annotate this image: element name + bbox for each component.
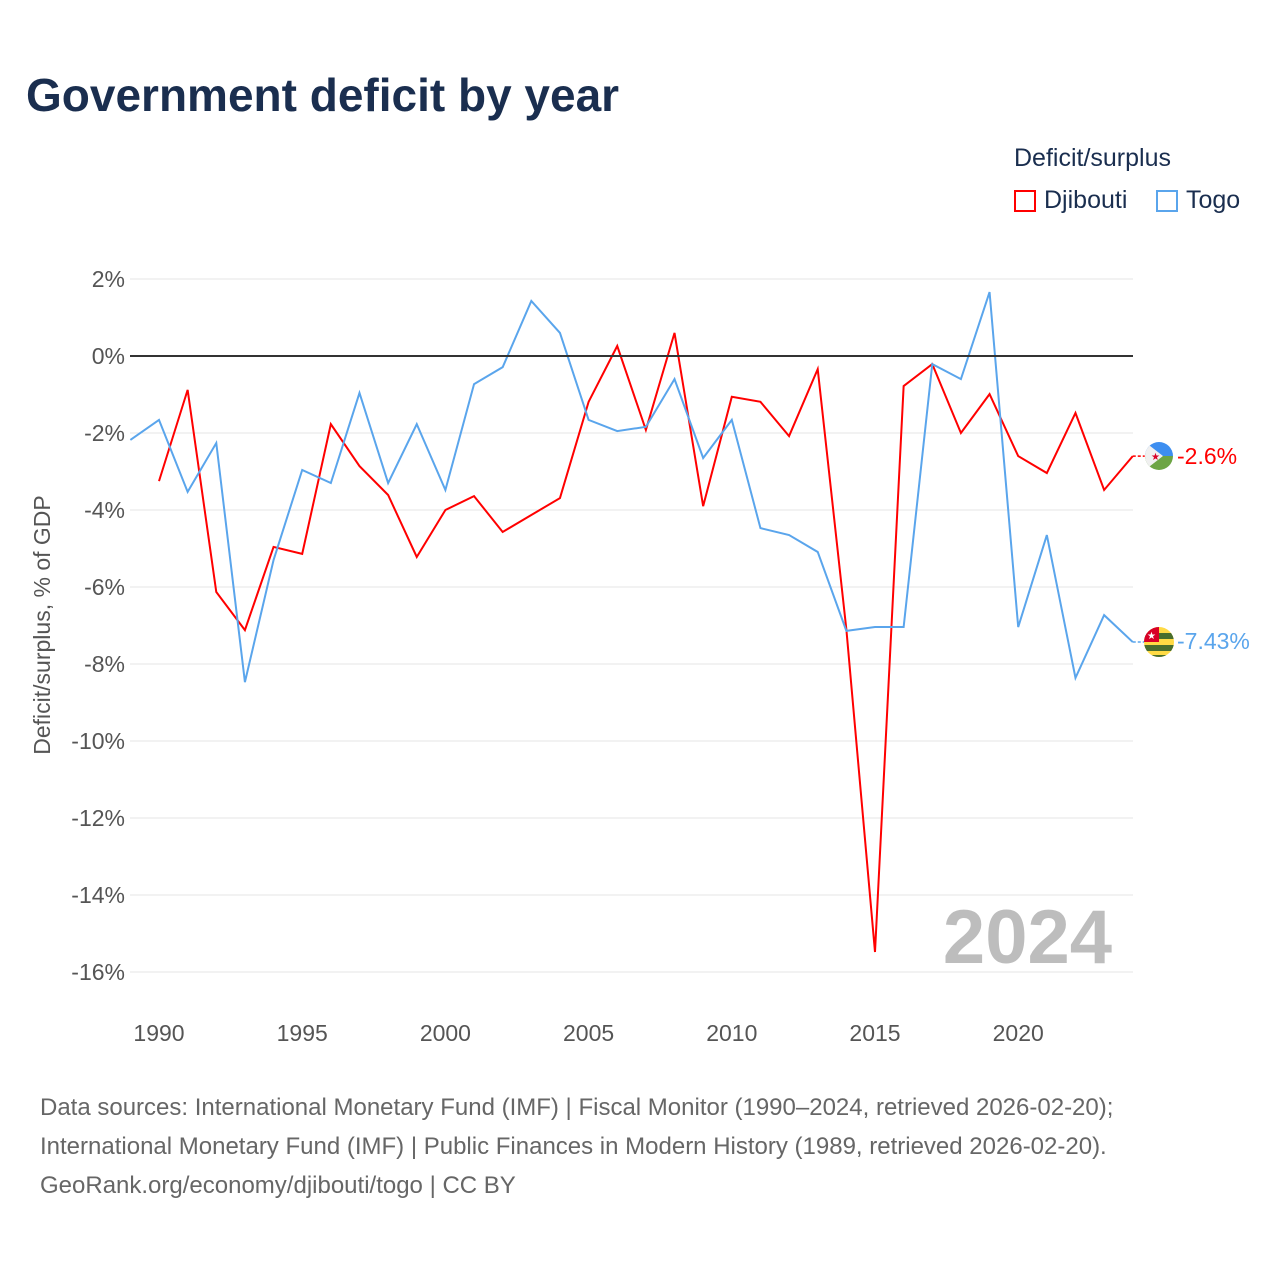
source-line: GeoRank.org/economy/djibouti/togo | CC B… (40, 1172, 516, 1199)
source-note: Data sources: International Monetary Fun… (40, 1088, 1113, 1205)
x-tick-label: 1995 (277, 1020, 328, 1046)
djibouti-flag-icon: ★ (1145, 442, 1173, 470)
y-tick-label: -14% (71, 882, 125, 908)
svg-text:★: ★ (1147, 631, 1156, 642)
x-tick-label: 2020 (993, 1020, 1044, 1046)
legend-label: Djibouti (1044, 186, 1128, 214)
y-tick-label: -6% (84, 574, 125, 600)
y-tick-label: 0% (92, 343, 125, 369)
togo-flag-icon: ★ (1144, 627, 1174, 657)
y-tick-label: -10% (71, 728, 125, 754)
svg-text:★: ★ (1151, 452, 1160, 463)
x-tick-label: 2005 (563, 1020, 614, 1046)
legend-swatch-togo (1156, 189, 1178, 212)
source-line: Data sources: International Monetary Fun… (40, 1094, 1114, 1121)
chart-title: Government deficit by year (26, 69, 620, 121)
legend-title: Deficit/surplus (1014, 144, 1171, 172)
djibouti-end-label: -2.6% (1177, 443, 1237, 469)
y-tick-label: -8% (84, 651, 125, 677)
source-line: International Monetary Fund (IMF) | Publ… (40, 1133, 1107, 1160)
x-tick-label: 1990 (133, 1020, 184, 1046)
legend-item-djibouti[interactable]: Djibouti (1014, 186, 1127, 215)
x-tick-label: 2015 (849, 1020, 900, 1046)
series-line-togo (129, 291, 1134, 683)
y-tick-label: -12% (71, 805, 125, 831)
legend-item-togo[interactable]: Togo (1156, 186, 1240, 215)
y-tick-label: -4% (84, 497, 125, 523)
x-tick-label: 2000 (420, 1020, 471, 1046)
x-tick-label: 2010 (706, 1020, 757, 1046)
legend-label: Togo (1186, 186, 1241, 214)
y-tick-label: 2% (92, 266, 125, 292)
legend-swatch-djibouti (1014, 189, 1036, 212)
y-axis-label: Deficit/surplus, % of GDP (29, 495, 55, 754)
togo-end-label: -7.43% (1177, 628, 1250, 654)
y-tick-label: -16% (71, 959, 125, 985)
year-watermark: 2024 (943, 895, 1112, 980)
y-tick-label: -2% (84, 420, 125, 446)
